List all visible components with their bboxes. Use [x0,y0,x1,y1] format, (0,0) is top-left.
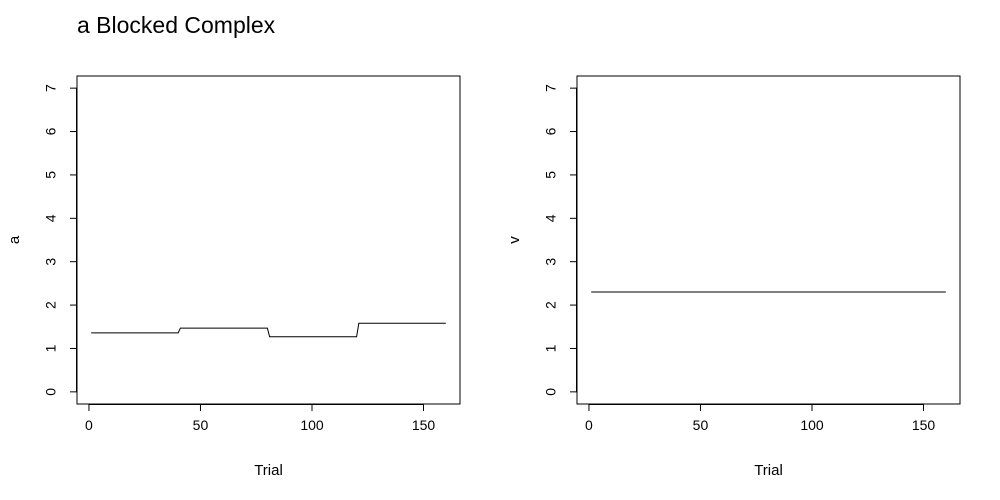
x-tick-label: 0 [585,417,593,433]
y-tick-label: 0 [543,388,559,396]
y-tick-label: 3 [43,258,59,266]
y-tick-label: 5 [543,171,559,179]
x-tick-label: 100 [800,417,824,433]
y-tick-label: 3 [543,258,559,266]
y-axis-label: v [506,236,523,244]
y-tick-label: 1 [543,344,559,352]
x-tick-label: 50 [693,417,709,433]
chart-panel-2: 0 50 100 150 0 1 2 3 4 5 6 7 Trial v [506,75,961,479]
y-tick-label: 2 [43,301,59,309]
y-tick-label: 1 [43,344,59,352]
y-tick-label: 7 [43,84,59,92]
y-axis-label: a [6,235,23,244]
y-tick-label: 4 [43,214,59,222]
y-tick-label: 5 [43,171,59,179]
chart-panel-1: 0 50 100 150 0 1 2 3 4 5 6 7 Trial a [6,75,461,479]
y-tick-label: 0 [43,388,59,396]
y-tick-label: 4 [543,214,559,222]
figure-title: a Blocked Complex [77,12,276,38]
x-tick-label: 0 [85,417,93,433]
x-tick-label: 50 [193,417,209,433]
y-tick-label: 6 [43,127,59,135]
plot-frame [576,75,961,405]
y-tick-label: 6 [543,127,559,135]
y-tick-label: 7 [543,84,559,92]
x-tick-label: 150 [912,417,936,433]
y-tick-label: 2 [543,301,559,309]
x-tick-label: 100 [300,417,324,433]
x-axis-label: Trial [254,462,283,479]
x-axis-label: Trial [754,462,783,479]
series-line [91,322,446,338]
plot-frame [76,75,461,405]
x-tick-label: 150 [412,417,436,433]
